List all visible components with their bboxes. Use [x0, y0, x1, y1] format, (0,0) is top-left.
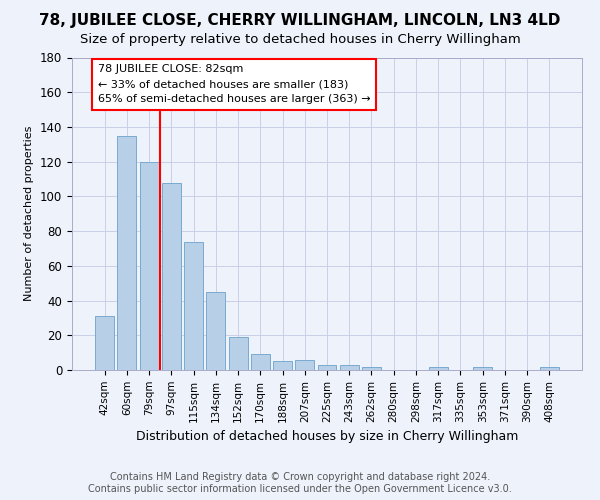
X-axis label: Distribution of detached houses by size in Cherry Willingham: Distribution of detached houses by size …: [136, 430, 518, 443]
Bar: [273, 362, 292, 370]
Y-axis label: Number of detached properties: Number of detached properties: [25, 126, 34, 302]
Bar: [162, 182, 181, 370]
Bar: [206, 292, 225, 370]
Bar: [95, 316, 114, 370]
Bar: [251, 354, 270, 370]
Bar: [140, 162, 158, 370]
Text: 78, JUBILEE CLOSE, CHERRY WILLINGHAM, LINCOLN, LN3 4LD: 78, JUBILEE CLOSE, CHERRY WILLINGHAM, LI…: [40, 12, 560, 28]
Text: Contains HM Land Registry data © Crown copyright and database right 2024.
Contai: Contains HM Land Registry data © Crown c…: [88, 472, 512, 494]
Bar: [540, 366, 559, 370]
Bar: [429, 366, 448, 370]
Text: Size of property relative to detached houses in Cherry Willingham: Size of property relative to detached ho…: [80, 32, 520, 46]
Text: 78 JUBILEE CLOSE: 82sqm
← 33% of detached houses are smaller (183)
65% of semi-d: 78 JUBILEE CLOSE: 82sqm ← 33% of detache…: [98, 64, 371, 104]
Bar: [340, 365, 359, 370]
Bar: [229, 337, 248, 370]
Bar: [184, 242, 203, 370]
Bar: [118, 136, 136, 370]
Bar: [295, 360, 314, 370]
Bar: [473, 366, 492, 370]
Bar: [317, 365, 337, 370]
Bar: [362, 366, 381, 370]
